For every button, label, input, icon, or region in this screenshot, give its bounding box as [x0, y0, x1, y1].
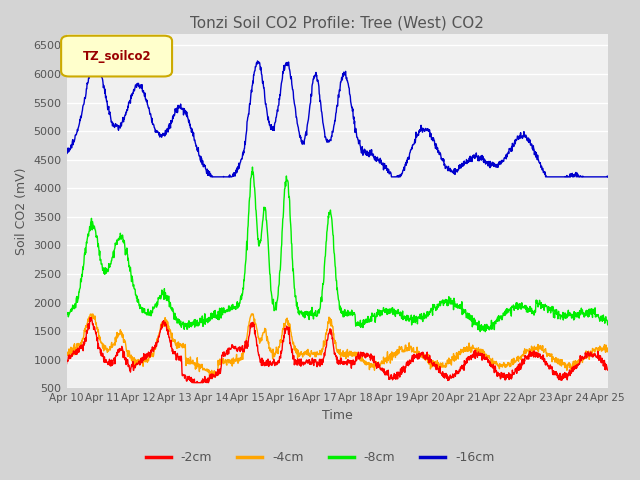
FancyBboxPatch shape — [61, 36, 172, 76]
Y-axis label: Soil CO2 (mV): Soil CO2 (mV) — [15, 168, 28, 255]
Title: Tonzi Soil CO2 Profile: Tree (West) CO2: Tonzi Soil CO2 Profile: Tree (West) CO2 — [190, 15, 484, 30]
X-axis label: Time: Time — [322, 409, 353, 422]
Text: TZ_soilco2: TZ_soilco2 — [83, 50, 151, 63]
Legend: -2cm, -4cm, -8cm, -16cm: -2cm, -4cm, -8cm, -16cm — [141, 446, 499, 469]
